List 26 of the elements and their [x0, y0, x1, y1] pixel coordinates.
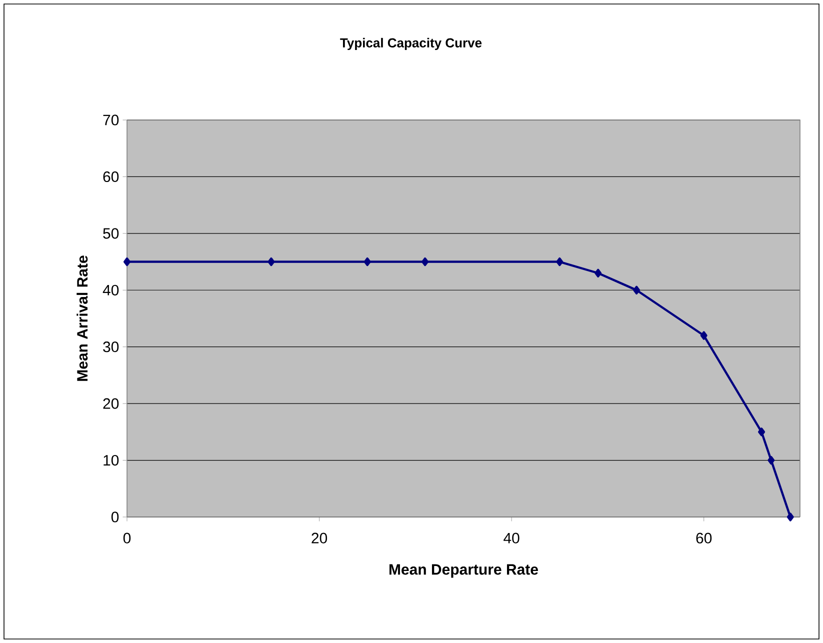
x-tick-label: 0	[123, 532, 131, 544]
x-tick-label: 40	[504, 532, 520, 544]
point	[422, 257, 429, 266]
point	[786, 512, 794, 522]
x-tick-label: 60	[696, 532, 712, 544]
point	[700, 331, 708, 340]
point	[556, 257, 564, 266]
chart-title: Typical Capacity Curve	[340, 38, 482, 50]
x-tick-label: 20	[312, 532, 328, 544]
y-tick-label: 60	[103, 171, 119, 182]
point	[633, 286, 640, 294]
point	[268, 257, 275, 266]
point	[758, 428, 766, 436]
x-axis-title: Mean Departure Rate	[389, 564, 538, 578]
point	[364, 257, 371, 266]
point	[124, 257, 131, 266]
y-axis-title: Mean Arrival Rate	[76, 256, 88, 381]
point	[594, 268, 602, 278]
y-tick-label: 10	[104, 454, 119, 466]
y-tick-label: 50	[103, 228, 119, 239]
point	[768, 456, 775, 465]
y-tick-label: 0	[111, 512, 119, 522]
y-tick-label: 40	[102, 284, 119, 296]
y-tick-label: 20	[103, 398, 119, 409]
y-tick-label: 30	[103, 342, 119, 352]
y-tick-label: 70	[103, 114, 119, 126]
